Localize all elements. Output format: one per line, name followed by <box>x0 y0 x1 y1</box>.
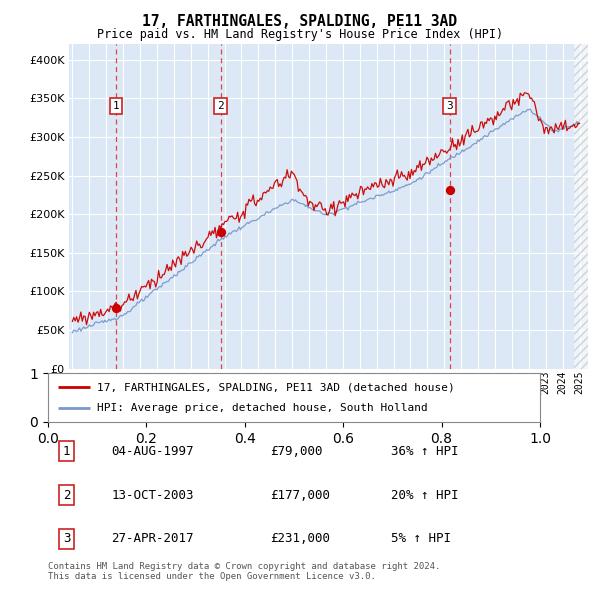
Text: 2: 2 <box>63 489 70 502</box>
Text: HPI: Average price, detached house, South Holland: HPI: Average price, detached house, Sout… <box>97 404 428 414</box>
Text: 1: 1 <box>63 445 70 458</box>
Bar <box>574 44 588 369</box>
Text: 27-APR-2017: 27-APR-2017 <box>112 532 194 546</box>
Text: 5% ↑ HPI: 5% ↑ HPI <box>391 532 451 546</box>
Point <box>216 227 226 237</box>
Text: 17, FARTHINGALES, SPALDING, PE11 3AD (detached house): 17, FARTHINGALES, SPALDING, PE11 3AD (de… <box>97 382 455 392</box>
Point <box>111 303 121 313</box>
Text: 3: 3 <box>446 101 453 111</box>
Text: 13-OCT-2003: 13-OCT-2003 <box>112 489 194 502</box>
Text: 17, FARTHINGALES, SPALDING, PE11 3AD: 17, FARTHINGALES, SPALDING, PE11 3AD <box>143 14 458 28</box>
Text: Price paid vs. HM Land Registry's House Price Index (HPI): Price paid vs. HM Land Registry's House … <box>97 28 503 41</box>
Point <box>445 185 455 195</box>
Text: Contains HM Land Registry data © Crown copyright and database right 2024.
This d: Contains HM Land Registry data © Crown c… <box>48 562 440 581</box>
Text: £177,000: £177,000 <box>270 489 330 502</box>
Text: 2: 2 <box>217 101 224 111</box>
Text: 3: 3 <box>63 532 70 546</box>
Text: £79,000: £79,000 <box>270 445 322 458</box>
Text: £231,000: £231,000 <box>270 532 330 546</box>
Text: 04-AUG-1997: 04-AUG-1997 <box>112 445 194 458</box>
Text: 36% ↑ HPI: 36% ↑ HPI <box>391 445 459 458</box>
Text: 1: 1 <box>113 101 119 111</box>
Text: 20% ↑ HPI: 20% ↑ HPI <box>391 489 459 502</box>
